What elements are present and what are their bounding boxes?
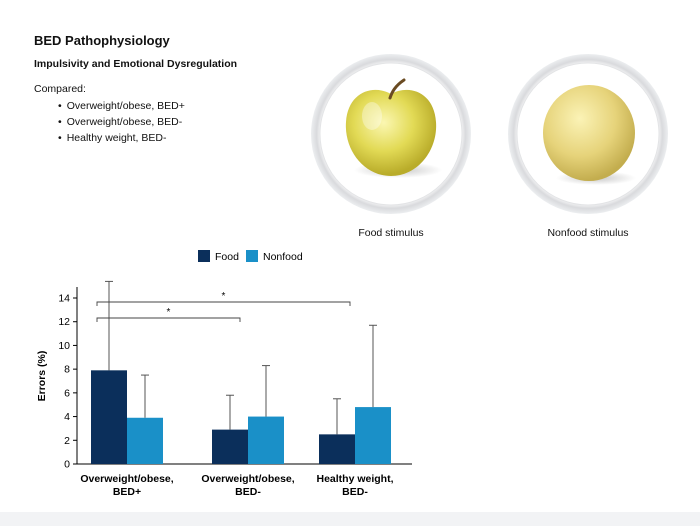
legend-swatch-food (198, 250, 210, 262)
bar-food (91, 370, 127, 464)
legend-label-food: Food (215, 251, 239, 263)
significance-bracket (96, 317, 241, 322)
y-tick-label: 4 (64, 411, 70, 423)
bar-group (91, 370, 391, 464)
compared-label: Compared: (34, 83, 86, 95)
significance-label: * (167, 307, 171, 318)
page-subtitle: Impulsivity and Emotional Dysregulation (34, 58, 238, 70)
y-tick-label: 6 (64, 387, 70, 399)
bar-nonfood (355, 407, 391, 464)
significance-group: ** (96, 291, 351, 322)
legend-swatch-nonfood (246, 250, 258, 262)
x-tick-label: BED- (235, 486, 261, 498)
food-stimulus-label: Food stimulus (358, 227, 424, 239)
y-tick-label: 10 (58, 340, 70, 352)
y-tick-label: 14 (58, 293, 70, 305)
x-tick-label: Healthy weight, (316, 473, 393, 485)
footer-band (0, 512, 700, 526)
group-list-item: Healthy weight, BED- (58, 130, 185, 146)
group-list: Overweight/obese, BED+ Overweight/obese,… (58, 98, 185, 146)
nonfood-stimulus-label: Nonfood stimulus (547, 227, 629, 239)
bar-nonfood (248, 416, 284, 464)
bar-food (212, 429, 248, 464)
chart-legend: Food Nonfood (198, 250, 303, 263)
y-tick-group: 0 2 4 6 8 10 12 14 (58, 293, 77, 471)
group-list-item: Overweight/obese, BED- (58, 114, 185, 130)
error-bar-group (105, 280, 377, 435)
x-tick-label: BED+ (113, 486, 141, 498)
bar-nonfood (127, 417, 163, 464)
x-tick-label: Overweight/obese, (80, 473, 173, 485)
nonfood-stimulus-image (508, 54, 668, 214)
y-axis-label: Errors (%) (36, 351, 48, 402)
bar-food (319, 434, 355, 464)
page-title: BED Pathophysiology (34, 33, 170, 48)
x-tick-label: Overweight/obese, (201, 473, 294, 485)
y-tick-label: 2 (64, 435, 70, 447)
legend-label-nonfood: Nonfood (263, 251, 303, 263)
x-tick-label: BED- (342, 486, 368, 498)
significance-label: * (222, 291, 226, 302)
group-list-item: Overweight/obese, BED+ (58, 98, 185, 114)
y-tick-label: 0 (64, 459, 70, 471)
significance-bracket (96, 301, 351, 306)
x-tick-label-group: Overweight/obese,BED+Overweight/obese,BE… (80, 473, 393, 498)
food-stimulus-image (311, 54, 471, 214)
y-tick-label: 8 (64, 364, 70, 376)
y-tick-label: 12 (58, 316, 70, 328)
